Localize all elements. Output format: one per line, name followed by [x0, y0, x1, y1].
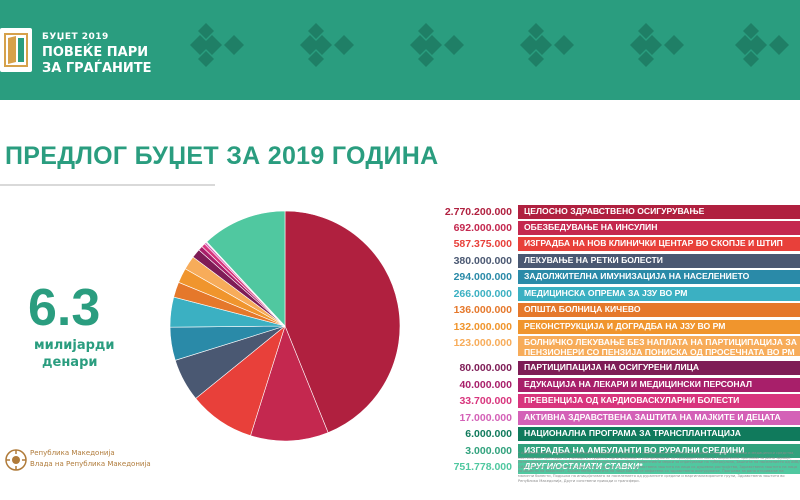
legend-category-bar: РЕКОНСТРУКЦИЈА И ДОГРАДБА НА ЈЗУ ВО РМ: [518, 320, 800, 334]
legend-value: 2.770.200.000: [444, 206, 512, 218]
legend-category-bar: ИЗГРАДБА НА НОВ КЛИНИЧКИ ЦЕНТАР ВО СКОПЈ…: [518, 237, 800, 251]
footnote: * Администрација, Управа за електронско …: [518, 451, 800, 483]
legend-value: 136.000.000: [453, 304, 512, 316]
legend-category-bar: ЗАДОЛЖИТЕЛНА ИМУНИЗАЦИЈА НА НАСЕЛЕНИЕТО: [518, 270, 800, 284]
legend-category-bar: ЛЕКУВАЊЕ НА РЕТКИ БОЛЕСТИ: [518, 254, 800, 268]
legend-value: 80.000.000: [459, 362, 512, 374]
pie-slice: [250, 325, 329, 442]
legend-value: 3.000.000: [465, 445, 512, 457]
legend-value: 266.000.000: [453, 288, 512, 300]
total-unit-line-1: милијарди: [34, 338, 115, 353]
legend-category-bar: ПРЕВЕНЦИЈА ОД КАРДИОВАСКУЛАРНИ БОЛЕСТИ: [518, 394, 800, 408]
legend-category-bar: МЕДИЦИНСКА ОПРЕМА ЗА ЈЗУ ВО РМ: [518, 287, 800, 301]
legend-value: 380.000.000: [453, 255, 512, 267]
legend-category-bar: ДРУГИ/ОСТАНАТИ СТАВКИ*: [518, 460, 800, 474]
legend-category-bar: ОПШТА БОЛНИЦА КИЧЕВО: [518, 303, 800, 317]
legend-value: 587.375.000: [453, 238, 512, 250]
total-amount: 6.3: [28, 279, 101, 337]
tagline-line-1: ПОВЕЌЕ ПАРИ: [42, 45, 149, 60]
legend-value: 751.778.000: [453, 461, 512, 473]
page-title: ПРЕДЛОГ БУЏЕТ ЗА 2019 ГОДИНА: [5, 142, 439, 170]
legend-category-bar: АКТИВНА ЗДРАВСТВЕНА ЗАШТИТА НА МАЈКИТЕ И…: [518, 411, 800, 425]
legend-value: 132.000.000: [453, 321, 512, 333]
title-divider: [0, 184, 215, 186]
legend-value: 294.000.000: [453, 271, 512, 283]
legend-category-bar: ОБЕЗБЕДУВАЊЕ НА ИНСУЛИН: [518, 221, 800, 235]
government-emblem-icon: [5, 449, 27, 471]
legend-category-bar: ИЗГРАДБА НА АМБУЛАНТИ ВО РУРАЛНИ СРЕДИНИ: [518, 444, 800, 458]
legend-value: 33.700.000: [459, 395, 512, 407]
budget-book-icon: [0, 28, 32, 72]
legend-value: 40.000.000: [459, 379, 512, 391]
legend-value: 6.000.000: [465, 428, 512, 440]
government-name: Влада на Република Македонија: [30, 460, 151, 468]
legend-category-bar: ЕДУКАЦИЈА НА ЛЕКАРИ И МЕДИЦИНСКИ ПЕРСОНА…: [518, 378, 800, 392]
legend-category-bar: НАЦИОНАЛНА ПРОГРАМА ЗА ТРАНСПЛАНТАЦИЈА: [518, 427, 800, 441]
legend-category-bar: ПАРТИЦИПАЦИЈА НА ОСИГУРЕНИ ЛИЦА: [518, 361, 800, 375]
legend-value: 17.000.000: [459, 412, 512, 424]
legend-category-bar: БОЛНИЧКО ЛЕКУВАЊЕ БЕЗ НАПЛАТА НА ПАРТИЦИ…: [518, 336, 800, 356]
legend-value: 692.000.000: [453, 222, 512, 234]
legend-category-bar: ЦЕЛОСНО ЗДРАВСТВЕНО ОСИГУРУВАЊЕ: [518, 205, 800, 219]
tagline-line-2: ЗА ГРАЃАНИТЕ: [42, 61, 152, 76]
budget-year-label: БУЏЕТ 2019: [42, 32, 109, 42]
total-unit-line-2: денари: [42, 355, 98, 370]
pie-slice: [206, 210, 286, 327]
pie-slice: [284, 210, 401, 434]
republic-name: Република Македонија: [30, 449, 115, 457]
header-banner: БУЏЕТ 2019 ПОВЕЌЕ ПАРИ ЗА ГРАЃАНИТЕ: [0, 0, 800, 100]
legend-value: 123.000.000: [453, 337, 512, 349]
